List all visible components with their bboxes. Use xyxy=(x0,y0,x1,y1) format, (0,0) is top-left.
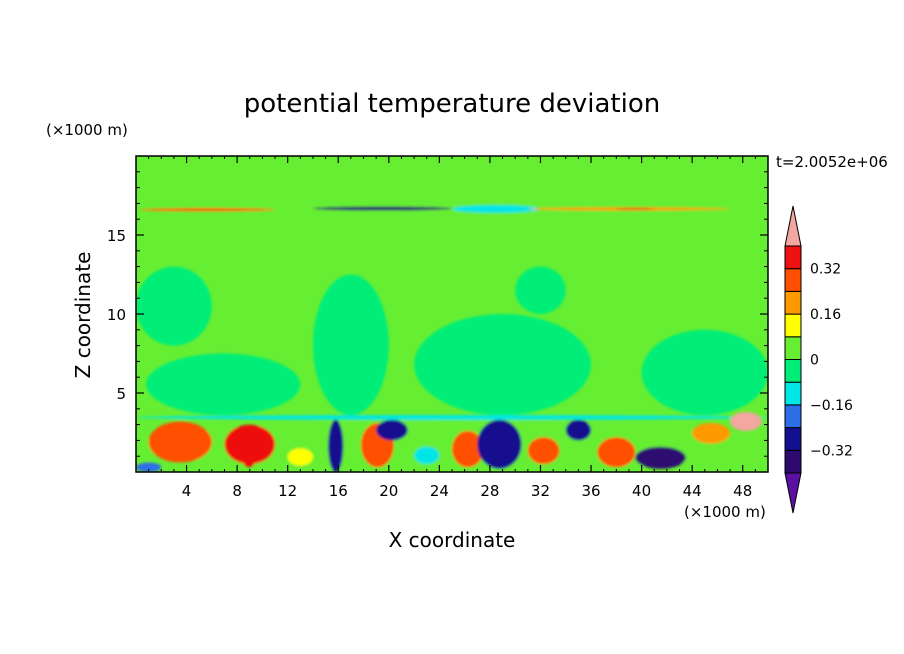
field-region xyxy=(477,419,522,469)
field-region xyxy=(312,274,389,416)
field-region xyxy=(376,419,408,441)
colorbar-segment xyxy=(784,427,802,451)
colorbar-tick-label: −0.32 xyxy=(810,443,853,459)
field-region xyxy=(240,440,258,468)
field-region xyxy=(730,411,762,431)
field-region xyxy=(616,208,655,210)
field-region xyxy=(139,208,276,212)
field-region xyxy=(136,415,768,420)
y-tick-label: 10 xyxy=(107,306,126,324)
y-axis: 5 10 15 xyxy=(107,171,768,457)
contour-field xyxy=(136,156,768,472)
field-region xyxy=(136,203,768,217)
field-region xyxy=(515,266,566,314)
field-region xyxy=(328,419,344,472)
field-region xyxy=(148,421,212,463)
y-unit-label: (×1000 m) xyxy=(46,121,128,139)
x-tick-label: 44 xyxy=(683,482,702,500)
field-region xyxy=(692,423,731,444)
field-region xyxy=(136,462,162,472)
colorbar-segment xyxy=(784,404,802,429)
x-tick-label: 40 xyxy=(632,482,651,500)
field-region xyxy=(527,437,560,465)
colorbar-segment xyxy=(784,245,802,270)
field-region xyxy=(414,314,592,416)
x-tick-label: 24 xyxy=(430,482,449,500)
colorbar-segment xyxy=(784,313,802,338)
time-label: t=2.0052e+06 xyxy=(776,153,888,171)
colorbar-segment xyxy=(784,359,802,383)
x-tick-label: 36 xyxy=(581,482,600,500)
field-region xyxy=(136,266,212,346)
field-region xyxy=(146,353,301,416)
colorbar-tick-label: 0.32 xyxy=(810,262,841,278)
field-region xyxy=(597,437,636,468)
colorbar-under-triangle xyxy=(784,472,802,514)
field-region xyxy=(312,206,452,211)
x-tick-label: 32 xyxy=(531,482,550,500)
x-axis-label: X coordinate xyxy=(389,528,516,552)
x-tick-label: 8 xyxy=(232,482,242,500)
chart-title: potential temperature deviation xyxy=(244,89,660,119)
x-tick-label: 28 xyxy=(480,482,499,500)
colorbar-tick-label: 0 xyxy=(810,353,819,369)
colorbar-tick-label: −0.16 xyxy=(810,398,853,414)
x-axis: 4 8 12 16 20 24 28 32 36 40 44 48 xyxy=(148,156,756,500)
colorbar-segment xyxy=(784,449,802,474)
x-tick-label: 20 xyxy=(379,482,398,500)
field-region xyxy=(565,419,592,441)
x-tick-label: 48 xyxy=(733,482,752,500)
field-region xyxy=(635,446,686,469)
colorbar-segment xyxy=(784,381,802,406)
y-axis-label: Z coordinate xyxy=(71,252,95,379)
colorbar-over-triangle xyxy=(784,205,802,247)
field-region xyxy=(287,448,313,466)
x-tick-label: 4 xyxy=(182,482,192,500)
y-tick-label: 15 xyxy=(107,227,126,245)
colorbar-segment xyxy=(784,336,802,360)
field-region xyxy=(414,446,440,465)
x-unit-label: (×1000 m) xyxy=(684,503,766,521)
colorbar-segment xyxy=(784,268,802,292)
colorbar: 0.32 0.16 0 −0.16 −0.32 xyxy=(784,205,853,514)
colorbar-tick-label: 0.16 xyxy=(810,307,841,323)
y-tick-label: 5 xyxy=(116,385,126,403)
field-region xyxy=(452,204,541,213)
x-tick-label: 12 xyxy=(278,482,297,500)
field-region xyxy=(641,329,768,416)
field-region xyxy=(452,430,484,468)
x-tick-label: 16 xyxy=(329,482,348,500)
colorbar-segment xyxy=(784,290,802,315)
